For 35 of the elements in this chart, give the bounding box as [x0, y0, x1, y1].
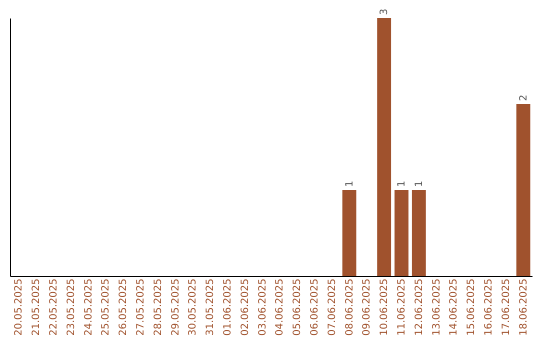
x-tick-label: 29.05.2025: [170, 278, 182, 336]
x-tick-label: 18.06.2025: [518, 278, 530, 336]
x-tick-label: 16.06.2025: [484, 278, 494, 336]
x-tick-label: 15.06.2025: [466, 278, 478, 336]
x-tick-label: 26.05.2025: [118, 278, 130, 336]
x-tick-label: 05.06.2025: [292, 278, 304, 336]
x-tick-label: 22.05.2025: [48, 278, 60, 336]
data-label: 1: [396, 180, 408, 187]
x-tick-label: 06.06.2025: [310, 278, 320, 336]
x-tick-label: 23.05.2025: [66, 278, 77, 336]
x-tick-label: 17.06.2025: [500, 278, 512, 336]
x-tick-label: 08.06.2025: [344, 278, 356, 336]
x-tick-label: 14.06.2025: [448, 278, 460, 336]
x-tick-label: 20.05.2025: [14, 278, 25, 336]
x-tick-label: 31.05.2025: [205, 278, 216, 336]
data-label: 2: [518, 94, 530, 101]
x-tick-label: 21.05.2025: [31, 278, 42, 336]
x-tick-label: 13.06.2025: [431, 278, 442, 336]
data-label: 3: [379, 8, 390, 15]
x-tick-label: 28.05.2025: [152, 278, 164, 336]
x-tick-label: 04.06.2025: [274, 278, 286, 336]
x-tick-label: 07.06.2025: [326, 278, 338, 336]
x-tick-label: 03.06.2025: [257, 278, 268, 336]
x-tick-label: 27.05.2025: [136, 278, 146, 336]
x-tick-label: 09.06.2025: [362, 278, 373, 336]
x-tick-label: 01.06.2025: [222, 278, 234, 336]
x-tick-label: 10.06.2025: [379, 278, 390, 336]
x-tick-label: 24.05.2025: [83, 278, 94, 336]
x-tick-label: 30.05.2025: [188, 278, 199, 336]
x-tick-label: 02.06.2025: [240, 278, 251, 336]
data-label: 1: [344, 180, 356, 187]
data-label: 1: [414, 180, 425, 187]
x-tick-label: 11.06.2025: [396, 278, 408, 336]
x-tick-label: 25.05.2025: [100, 278, 112, 336]
x-tick-label: 12.06.2025: [414, 278, 425, 336]
